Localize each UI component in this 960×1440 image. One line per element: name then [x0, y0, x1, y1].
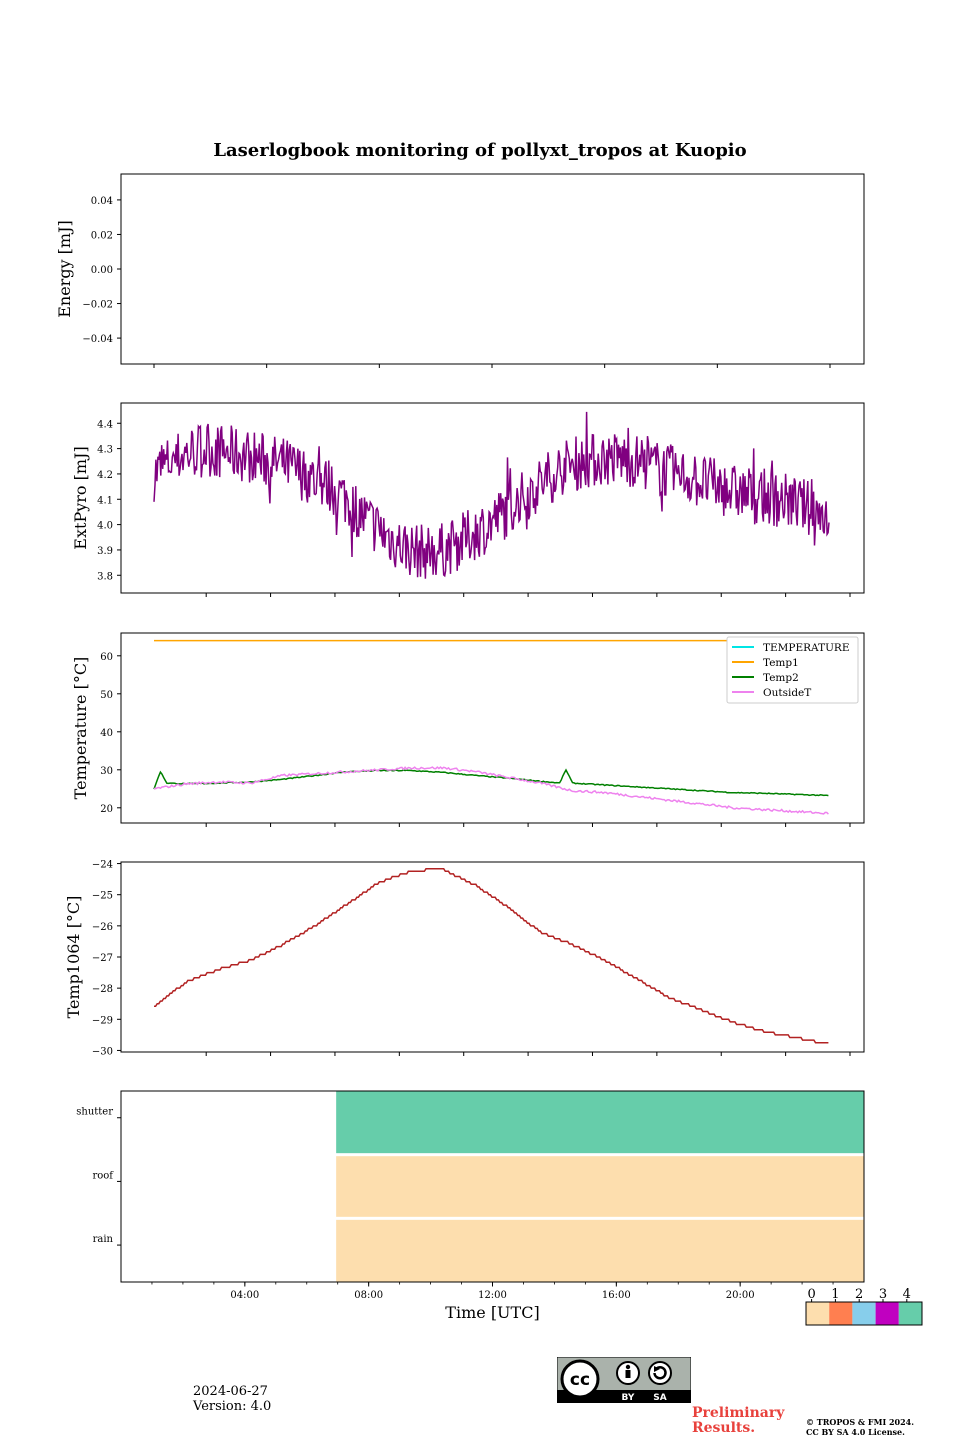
colorbar-label: 3: [879, 1287, 887, 1302]
footer-version: Version: 4.0: [193, 1399, 272, 1414]
y-tick-label: 4.0: [97, 521, 113, 532]
y-axis-label: Temp1064 [°C]: [64, 896, 83, 1019]
y-tick-label: 3.8: [97, 571, 113, 582]
row-label: rain: [93, 1234, 114, 1245]
legend-label: OutsideT: [763, 687, 811, 699]
cc-license-badge: cc BY SA: [557, 1357, 691, 1403]
copyright-note: © TROPOS & FMI 2024. CC BY SA 4.0 Licens…: [806, 1417, 914, 1437]
x-tick-label: 12:00: [478, 1290, 507, 1301]
y-tick-label: −0.04: [82, 334, 113, 345]
copyright-line-1: © TROPOS & FMI 2024.: [806, 1417, 915, 1427]
x-tick-label: 08:00: [354, 1290, 383, 1301]
x-axis-label: Time [UTC]: [445, 1303, 539, 1322]
cc-text: cc: [570, 1370, 590, 1390]
y-tick-label: 3.9: [97, 546, 113, 557]
legend-label: Temp2: [763, 672, 799, 684]
colorbar-label: 2: [855, 1287, 863, 1302]
status-block-rain: [336, 1219, 865, 1282]
colorbar-frame: [805, 1301, 923, 1326]
y-axis-label: ExtPyro [mJ]: [71, 446, 90, 549]
chart-title: Laserlogbook monitoring of pollyxt_tropo…: [213, 140, 747, 161]
legend-label: Temp1: [763, 657, 799, 669]
y-tick-label: −26: [92, 922, 113, 933]
status-block-roof: [336, 1156, 865, 1217]
y-tick-label: 40: [100, 728, 113, 739]
axes-frame: [120, 173, 865, 365]
series-line-outsidet: [153, 766, 829, 815]
status-block-shutter: [336, 1091, 865, 1154]
axes-frame: [120, 1090, 865, 1283]
y-tick-label: 20: [100, 804, 113, 815]
row-label: roof: [92, 1170, 114, 1181]
x-tick-label: 04:00: [230, 1290, 259, 1301]
y-tick-label: 0.00: [91, 265, 113, 276]
y-tick-label: −28: [92, 984, 113, 995]
copyright-line-2: CC BY SA 4.0 License.: [806, 1427, 905, 1437]
y-tick-label: 4.2: [97, 470, 113, 481]
y-tick-label: 4.3: [97, 445, 113, 456]
y-tick-label: −27: [92, 953, 113, 964]
y-tick-label: 4.4: [97, 419, 113, 430]
axes-frame: [120, 402, 865, 594]
series-line-data: [153, 411, 830, 579]
y-tick-label: 0.02: [91, 230, 113, 241]
y-tick-label: 4.1: [97, 495, 113, 506]
colorbar-segment: [875, 1302, 899, 1325]
series-line-temp2: [153, 768, 829, 797]
y-tick-label: 60: [100, 652, 113, 663]
legend-box: [726, 636, 859, 704]
colorbar-segment: [852, 1302, 876, 1325]
footer-date: 2024-06-27: [193, 1384, 268, 1399]
colorbar-segment: [829, 1302, 853, 1325]
colorbar-label: 4: [903, 1287, 911, 1302]
footer-info: 2024-06-27 Version: 4.0: [193, 1384, 271, 1414]
colorbar-label: 1: [831, 1287, 839, 1302]
y-tick-label: 50: [100, 690, 113, 701]
colorbar-segment: [806, 1302, 830, 1325]
row-label: shutter: [76, 1107, 113, 1118]
y-tick-label: −24: [92, 860, 113, 871]
preliminary-line-1: Preliminary: [692, 1405, 785, 1421]
by-text: BY: [622, 1393, 635, 1403]
y-tick-label: −29: [92, 1015, 113, 1026]
colorbar-segment: [898, 1302, 922, 1325]
preliminary-note: Preliminary Results.: [692, 1406, 784, 1436]
x-tick-label: 20:00: [726, 1290, 755, 1301]
axes-frame: [120, 861, 865, 1053]
y-axis-label: Energy [mJ]: [55, 220, 74, 318]
series-line-data: [154, 867, 829, 1044]
y-tick-label: −25: [92, 891, 113, 902]
colorbar-label: 0: [807, 1287, 815, 1302]
y-tick-label: 0.04: [91, 196, 113, 207]
preliminary-line-2: Results.: [692, 1420, 756, 1436]
y-tick-label: −0.02: [82, 300, 113, 311]
axes-frame: [120, 632, 865, 824]
x-tick-label: 16:00: [602, 1290, 631, 1301]
legend-label: TEMPERATURE: [763, 642, 850, 654]
sa-text: SA: [653, 1393, 666, 1403]
y-tick-label: −30: [92, 1046, 113, 1057]
y-axis-label: Temperature [°C]: [71, 657, 90, 800]
y-tick-label: 30: [100, 766, 113, 777]
